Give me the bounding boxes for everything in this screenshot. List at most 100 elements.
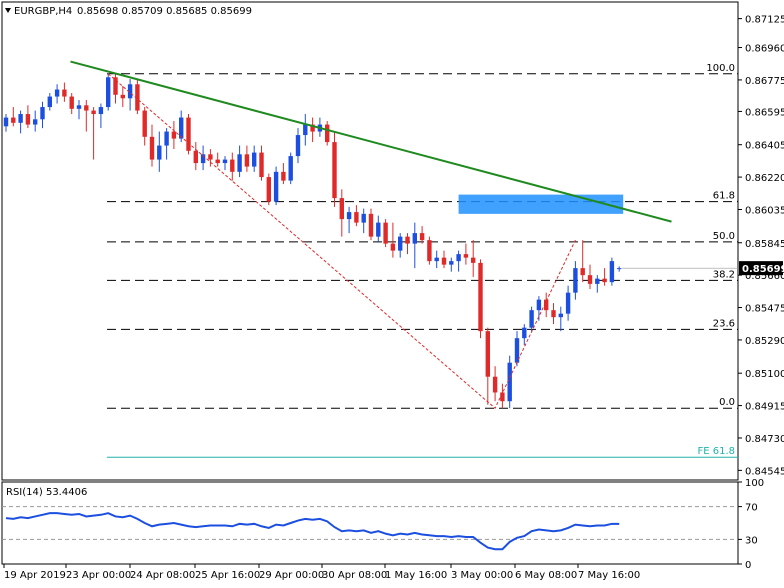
candle-body	[288, 156, 293, 181]
candle-body	[3, 117, 9, 127]
candle-body	[580, 268, 585, 276]
candle-body	[120, 94, 125, 99]
price-tick-label: 0.86035	[745, 205, 784, 216]
price-tick-label: 0.85660	[745, 271, 784, 282]
time-label: 7 May 16:00	[578, 570, 640, 581]
fib-level-label: 50.0	[713, 231, 735, 242]
price-tick-label: 0.86595	[745, 107, 784, 118]
candle-body	[485, 331, 490, 377]
candle-body	[179, 117, 184, 139]
candle-body	[281, 171, 286, 181]
rsi-tick-label: 0	[745, 560, 751, 571]
rsi-pane-frame	[1, 481, 739, 565]
candle-body	[354, 212, 359, 223]
candle-body	[47, 96, 52, 108]
candle-body	[113, 77, 118, 95]
candle-body	[193, 150, 198, 164]
candle-body	[18, 114, 23, 123]
time-label: 29 Apr 00:00	[259, 570, 324, 581]
candle-body	[376, 222, 381, 237]
candle-body	[332, 142, 337, 199]
rsi-header: RSI(14) 53.4406	[6, 487, 87, 498]
candle-body	[514, 338, 520, 363]
candle-body	[310, 124, 315, 132]
price-tick-label: 0.85290	[745, 336, 784, 347]
fib-connector	[107, 73, 576, 410]
candle-body	[237, 154, 242, 172]
candle-body	[142, 110, 147, 137]
candle-body	[500, 392, 505, 402]
price-tick-label: 0.86775	[745, 76, 784, 87]
candle-body	[492, 376, 498, 393]
fib-level-label: 61.8	[713, 191, 735, 202]
candle-body	[478, 262, 483, 332]
candle-body	[266, 177, 271, 202]
time-label: 24 Apr 08:00	[130, 570, 195, 581]
candle-body	[595, 278, 600, 284]
candle-body	[303, 124, 308, 136]
symbol-timeframe: EURGBP,H4	[14, 6, 72, 17]
candle-body	[441, 257, 447, 265]
candle-body	[54, 89, 60, 97]
candle-body	[149, 136, 155, 160]
candle-body	[361, 213, 366, 223]
time-label: 6 May 08:00	[515, 570, 577, 581]
candle-body	[398, 236, 403, 251]
candle-body	[76, 105, 82, 109]
candle-body	[62, 89, 67, 97]
time-label: 1 May 16:00	[385, 570, 447, 581]
candle-body	[551, 310, 556, 318]
current-price-label: 0.85699	[742, 264, 784, 275]
candle-body	[186, 117, 191, 151]
candle-body	[522, 327, 527, 339]
rsi-line	[5, 512, 620, 551]
price-tick-label: 0.85475	[745, 304, 784, 315]
candle-body	[33, 119, 38, 125]
candle-body	[40, 107, 45, 120]
downtrend-line	[70, 60, 672, 223]
candle-body	[91, 110, 96, 115]
candle-body	[244, 154, 250, 167]
candle-body	[106, 77, 111, 108]
candle-body	[259, 152, 264, 178]
candle-body	[463, 254, 469, 258]
candle-body	[434, 257, 439, 262]
candle-body	[617, 268, 622, 270]
ohlc-values: 0.85698 0.85709 0.85685 0.85699	[77, 6, 252, 17]
candle-body	[471, 257, 476, 263]
candle-body	[405, 236, 410, 244]
candle-body	[536, 299, 542, 311]
candle-body	[295, 135, 301, 157]
time-label: 23 Apr 00:00	[66, 570, 131, 581]
candle-body	[325, 124, 330, 143]
rsi-tick-label: 30	[745, 535, 758, 546]
candle-body	[208, 154, 213, 160]
candle-body	[529, 310, 534, 328]
candle-body	[602, 278, 607, 283]
candle-body	[252, 152, 257, 167]
candle-body	[573, 268, 578, 293]
current-price-tag	[739, 261, 783, 276]
price-tick-label: 0.85845	[745, 239, 784, 250]
collapse-arrow-icon	[5, 8, 11, 13]
candle-body	[390, 243, 396, 251]
price-tick-label: 0.85100	[745, 369, 784, 380]
price-tick-label: 0.86405	[745, 141, 784, 152]
fib-level-label: 100.0	[706, 63, 735, 74]
candle-body	[346, 212, 352, 220]
candle-body	[368, 213, 374, 237]
fib-level-label: 0.0	[719, 397, 735, 408]
time-label: 19 Apr 2019	[4, 570, 66, 581]
candle-body	[456, 254, 461, 262]
candle-body	[215, 159, 220, 164]
candle-body	[609, 261, 615, 283]
candle-body	[230, 159, 235, 172]
candle-body	[222, 159, 228, 164]
price-tick-label: 0.84915	[745, 402, 784, 413]
candle-body	[11, 117, 16, 123]
candle-body	[449, 261, 454, 265]
candle-body	[84, 105, 89, 111]
candle-body	[383, 222, 388, 244]
